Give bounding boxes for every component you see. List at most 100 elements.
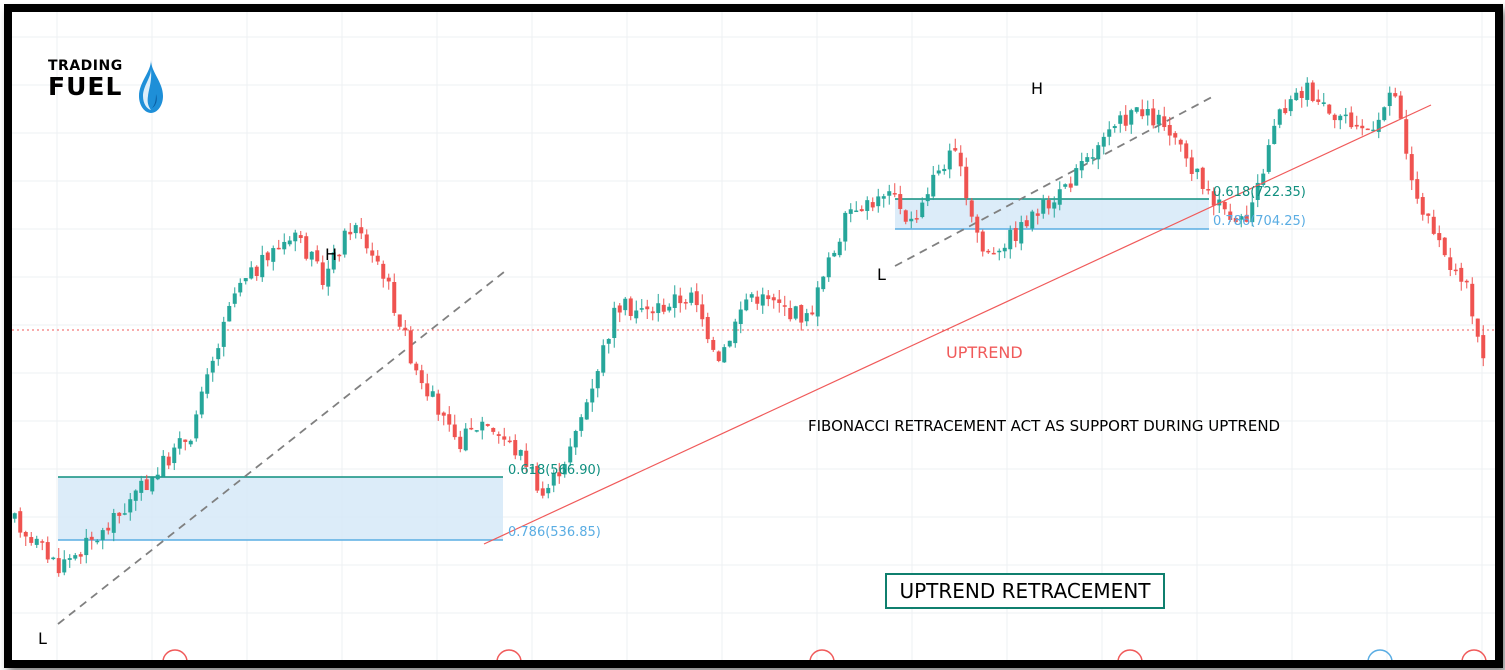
candle-down	[254, 266, 259, 277]
candle-up	[837, 241, 842, 256]
candle-down	[788, 307, 793, 320]
candle-down	[705, 316, 710, 340]
candle-down	[337, 254, 342, 257]
candle-down	[441, 412, 446, 416]
candle-up	[1239, 216, 1244, 220]
candle-up	[1041, 198, 1046, 214]
dashed-trend-left	[57, 271, 505, 625]
logo-text-bottom: FUEL	[48, 72, 123, 101]
candle-down	[1283, 108, 1288, 114]
candle-down	[1316, 99, 1321, 102]
candle-up	[1382, 107, 1387, 121]
candle-up	[1134, 107, 1139, 112]
event-marker-6	[1461, 649, 1487, 660]
candle-up	[689, 292, 694, 303]
fib-label-618-left: 0.618(566.90)	[508, 463, 601, 478]
candle-down	[1024, 220, 1029, 227]
candle-up	[909, 218, 914, 222]
candle-up	[881, 196, 886, 199]
candle-down	[617, 305, 622, 313]
swing-high-label-2: H	[1031, 79, 1043, 98]
swing-high-label-1: H	[325, 245, 337, 264]
candle-down	[513, 440, 518, 456]
candle-down	[485, 424, 490, 426]
candle-up	[546, 487, 551, 494]
candle-up	[238, 282, 243, 293]
candle-down	[859, 209, 864, 212]
candle-down	[1470, 283, 1475, 317]
candle-up	[1101, 136, 1106, 147]
candle-down	[1404, 119, 1409, 154]
candle-up	[634, 310, 639, 319]
event-marker-1	[162, 649, 188, 660]
candle-down	[991, 252, 996, 255]
event-marker-4	[1117, 649, 1143, 660]
candle-down	[1459, 267, 1464, 282]
candle-up	[1343, 114, 1348, 117]
candle-up	[150, 477, 155, 492]
candle-down	[29, 537, 34, 543]
candle-down	[265, 252, 270, 261]
candle-down	[782, 305, 787, 307]
candle-down	[678, 295, 683, 304]
candle-up	[947, 150, 952, 170]
candle-up	[854, 210, 859, 213]
candle-down	[78, 554, 83, 557]
candle-up	[639, 308, 644, 310]
candle-down	[1426, 213, 1431, 216]
candle-down	[964, 166, 969, 199]
candle-down	[898, 194, 903, 209]
candle-down	[1360, 125, 1365, 129]
logo-text-top: TRADING	[48, 58, 123, 74]
candle-up	[551, 473, 556, 486]
candle-up	[1107, 129, 1112, 137]
candle-up	[590, 388, 595, 403]
candle-down	[436, 393, 441, 415]
candle-down	[1442, 237, 1447, 256]
candle-down	[1354, 124, 1359, 127]
candle-down	[458, 436, 463, 450]
candle-down	[683, 302, 688, 304]
candle-up	[331, 252, 336, 270]
candle-down	[469, 427, 474, 430]
candle-down	[1222, 201, 1227, 210]
candle-down	[1200, 167, 1205, 189]
candle-up	[177, 438, 182, 449]
fib-label-618-right: 0.618(722.35)	[1213, 185, 1306, 200]
candle-down	[276, 247, 281, 250]
candle-up	[1145, 109, 1150, 116]
candle-up	[1090, 157, 1095, 159]
candle-up	[931, 174, 936, 197]
candle-down	[45, 542, 50, 560]
water-drop-icon	[139, 60, 163, 113]
candle-up	[1156, 114, 1161, 125]
candle-up	[722, 347, 727, 363]
candle-up	[342, 230, 347, 255]
event-marker-3	[809, 649, 835, 660]
candle-up	[1079, 161, 1084, 171]
candle-up	[623, 298, 628, 311]
candle-up	[51, 557, 56, 560]
candle-down	[375, 255, 380, 262]
candle-up	[161, 455, 166, 477]
fib-label-786-right: 0.786(704.25)	[1213, 214, 1306, 229]
candle-up	[744, 299, 749, 311]
candle-down	[1233, 217, 1238, 222]
candle-up	[309, 251, 314, 260]
candle-down	[1151, 108, 1156, 126]
candle-down	[810, 312, 815, 315]
candle-down	[892, 193, 897, 195]
candle-down	[1349, 112, 1354, 128]
candle-down	[414, 363, 419, 371]
candle-up	[111, 512, 116, 533]
candle-down	[755, 296, 760, 304]
candle-down	[408, 330, 413, 364]
candle-up	[287, 240, 292, 245]
candle-up	[573, 431, 578, 448]
candle-down	[18, 511, 23, 533]
candle-down	[502, 436, 507, 440]
candle-up	[1112, 126, 1117, 129]
candle-up	[430, 391, 435, 397]
candle-down	[1167, 125, 1172, 136]
candle-up	[562, 464, 567, 475]
